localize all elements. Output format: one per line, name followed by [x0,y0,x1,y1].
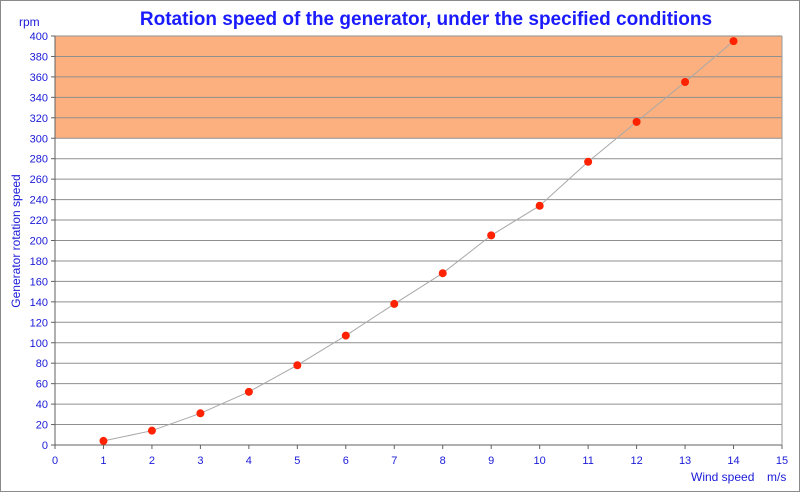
y-tick-label: 220 [30,215,48,227]
y-tick-label: 40 [36,399,48,411]
x-tick-label: 9 [488,455,494,467]
x-tick-label: 2 [149,455,155,467]
y-tick-label: 360 [30,72,48,84]
y-tick-label: 300 [30,133,48,145]
y-tick-label: 400 [30,31,48,43]
y-axis-title: Generator rotation speed [9,174,23,307]
y-tick-label: 380 [30,51,48,63]
x-axis-title: Wind speed [691,470,754,484]
x-tick-label: 4 [246,455,252,467]
x-tick-label: 15 [776,455,788,467]
grid-lines [55,35,782,426]
data-point [584,157,593,166]
data-point [632,117,641,126]
x-tick-label: 11 [582,455,593,467]
y-tick-label: 100 [30,338,48,350]
y-tick-label: 80 [36,358,48,370]
series-line [103,40,734,442]
y-tick-label: 20 [36,420,48,432]
data-point [681,78,690,87]
y-tick-label: 160 [30,276,48,288]
y-unit-label: rpm [19,15,40,29]
chart-title: Rotation speed of the generator, under t… [140,9,712,30]
x-tick-label: 12 [630,455,642,467]
upper-range-band [55,36,782,139]
x-tick-label: 14 [727,455,739,467]
y-tick-label: 140 [30,297,48,309]
data-point [244,387,253,396]
y-tick-label: 120 [30,317,48,329]
y-tick-labels: 0 20 40 60 80 100 120 140 160 180 200 220 240 260 280 3… [30,31,55,452]
y-tick-label: 320 [30,113,48,125]
y-tick-label: 60 [36,379,48,391]
x-tick-labels: 0 1 2 3 4 5 6 7 8 9 10 11 12 13 14 15 [52,445,788,467]
y-tick-label: 180 [30,256,48,268]
x-tick-label: 8 [440,455,446,467]
data-point [729,37,738,46]
x-tick-label: 3 [197,455,203,467]
data-point [99,436,108,445]
x-tick-label: 7 [391,455,397,467]
data-point [390,299,399,308]
x-tick-label: 0 [52,455,58,467]
x-tick-label: 10 [534,455,546,467]
data-point [293,361,302,370]
y-tick-label: 260 [30,174,48,186]
data-point [196,409,205,418]
y-tick-label: 200 [30,236,48,248]
y-tick-label: 0 [42,440,48,452]
y-tick-label: 280 [30,154,48,166]
x-tick-label: 1 [100,455,106,467]
data-points [99,37,738,445]
y-tick-label: 240 [30,195,48,207]
data-point [535,201,544,210]
x-tick-label: 5 [294,455,300,467]
data-point [438,269,447,278]
data-point [341,331,350,340]
x-unit-label: m/s [767,470,786,484]
data-point [487,231,496,240]
data-point [147,426,156,435]
y-tick-label: 340 [30,92,48,104]
x-tick-label: 6 [343,455,349,467]
x-tick-label: 13 [679,455,691,467]
